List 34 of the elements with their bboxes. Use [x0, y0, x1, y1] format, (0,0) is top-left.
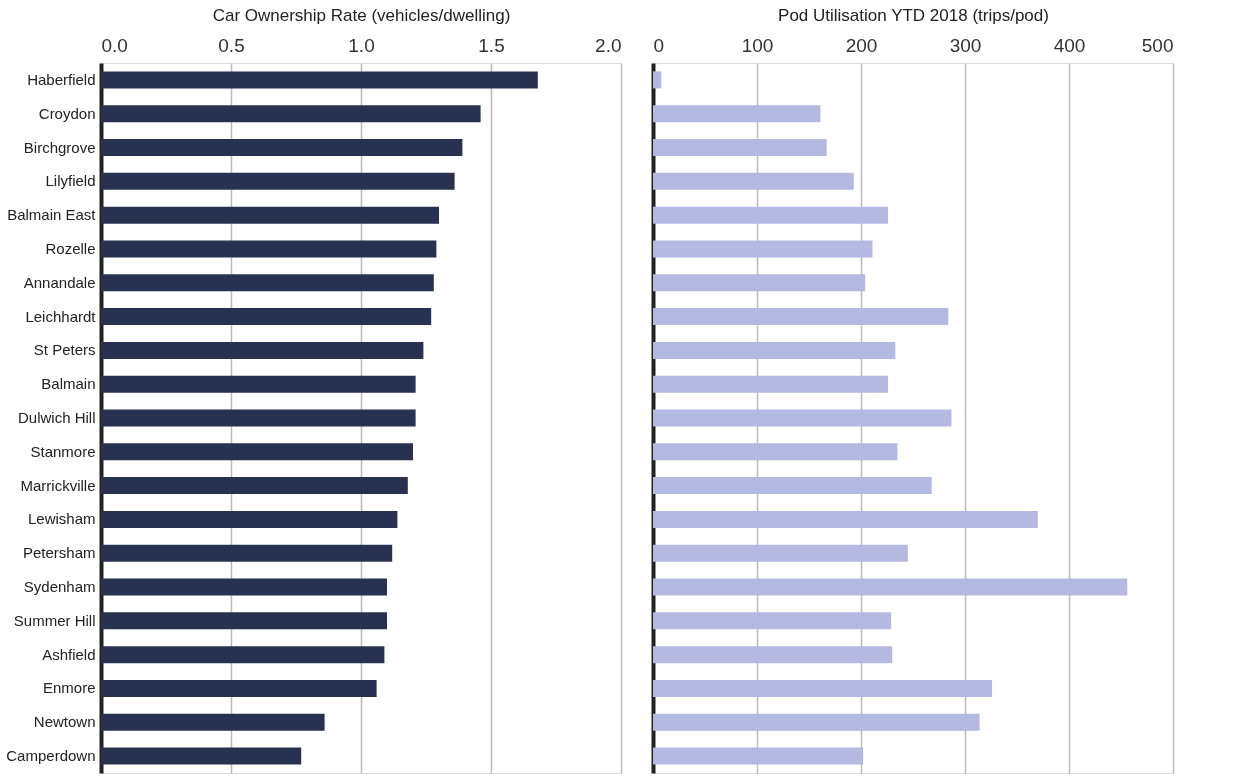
- x-tick-label: 1.5: [478, 34, 505, 56]
- y-tick-label: Balmain East: [7, 206, 97, 224]
- y-tick-label: Lilyfield: [45, 172, 96, 190]
- y-tick-label: Birchgrove: [23, 138, 96, 156]
- y-tick-label: Leichhardt: [25, 307, 97, 325]
- y-tick-label: Haberfield: [27, 70, 96, 88]
- y-tick-label: Summer Hill: [13, 611, 96, 629]
- x-tick-label: 300: [949, 34, 982, 56]
- x-tick-label: 0.0: [101, 34, 128, 56]
- x-tick-label: 1.0: [348, 34, 375, 56]
- x-tick-label: 2.0: [595, 34, 622, 56]
- x-tick-label: 400: [1053, 34, 1086, 56]
- y-tick-label: Petersham: [22, 544, 96, 562]
- y-tick-label: Sydenham: [23, 578, 96, 596]
- y-tick-label: Balmain: [41, 375, 96, 393]
- y-tick-label: Enmore: [42, 679, 96, 697]
- y-tick-label: Rozelle: [45, 239, 96, 257]
- x-axis-title: Pod Utilisation YTD 2018 (trips/pod): [778, 5, 1049, 25]
- y-tick-label: Stanmore: [30, 442, 96, 460]
- x-tick-label: 0.5: [218, 34, 245, 56]
- x-tick-label: 500: [1141, 34, 1174, 56]
- y-tick-label: Lewisham: [27, 510, 96, 528]
- y-tick-label: Camperdown: [6, 747, 96, 765]
- x-tick-label: 200: [845, 34, 878, 56]
- y-tick-label: Newtown: [33, 713, 96, 731]
- x-tick-label: 100: [741, 34, 774, 56]
- y-tick-label: Dulwich Hill: [17, 409, 96, 426]
- x-tick-label: 0: [653, 34, 665, 56]
- y-tick-label: Marrickville: [20, 476, 96, 494]
- y-tick-label: Annandale: [23, 273, 96, 291]
- y-tick-label: St Peters: [33, 341, 96, 359]
- x-axis-title: Car Ownership Rate (vehicles/dwelling): [212, 5, 511, 25]
- y-tick-label: Ashfield: [42, 645, 96, 663]
- y-tick-label: Croydon: [38, 104, 96, 122]
